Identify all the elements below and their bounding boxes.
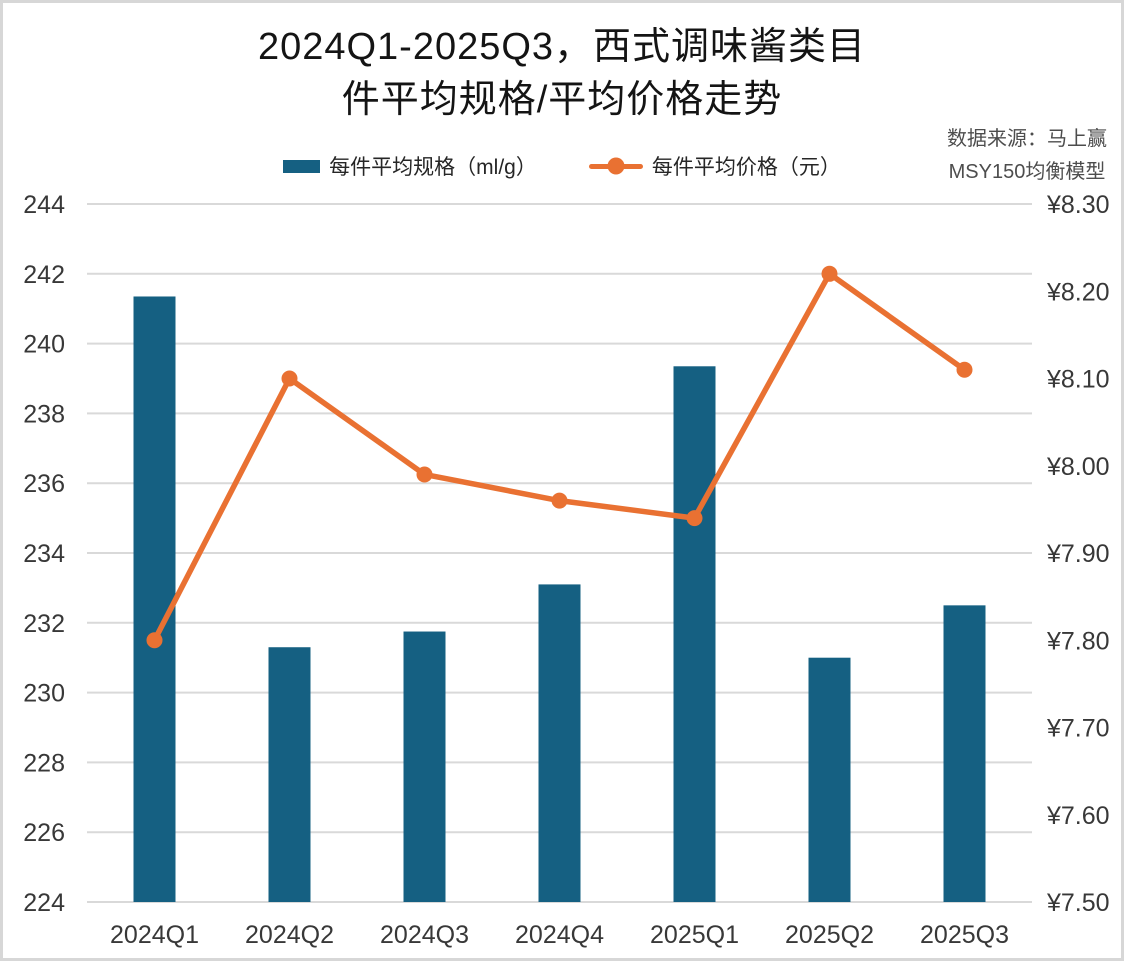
x-axis-tick-label: 2025Q2 (785, 921, 874, 949)
line-series-swatch-icon (588, 157, 643, 175)
left-axis-tick-label: 224 (23, 889, 65, 917)
left-axis-tick-label: 230 (23, 680, 65, 708)
right-axis-tick-label: ¥7.70 (1046, 715, 1110, 743)
spec-bar (673, 366, 716, 902)
left-axis-tick-label: 236 (23, 470, 65, 498)
spec-bar (808, 657, 851, 902)
price-marker (416, 466, 433, 483)
price-marker (146, 632, 163, 649)
price-marker (281, 370, 298, 387)
legend-item-price: 每件平均价格（元） (588, 151, 841, 181)
right-axis-tick-label: ¥7.60 (1046, 802, 1110, 830)
legend-label-spec: 每件平均规格（ml/g） (329, 156, 537, 179)
right-axis-tick-label: ¥7.80 (1046, 627, 1110, 655)
data-source-note: 数据来源：马上赢 MSY150均衡模型 (947, 123, 1107, 189)
legend: 每件平均规格（ml/g） 每件平均价格（元） (3, 151, 1121, 181)
line-series-dot-icon (607, 157, 625, 175)
left-axis-tick-label: 232 (23, 610, 65, 638)
x-axis-tick-label: 2025Q3 (920, 921, 1009, 949)
chart-title-line1: 2024Q1-2025Q3，西式调味酱类目 (257, 26, 867, 68)
x-axis-tick-label: 2024Q1 (110, 921, 199, 949)
spec-bar (133, 296, 176, 902)
x-axis-tick-label: 2024Q4 (515, 921, 604, 949)
x-axis-tick-label: 2024Q2 (245, 921, 334, 949)
left-axis-tick-label: 226 (23, 819, 65, 847)
left-axis-tick-label: 244 (23, 191, 65, 219)
right-axis-tick-label: ¥8.10 (1046, 366, 1110, 394)
price-marker (686, 510, 703, 527)
x-axis-tick-label: 2024Q3 (380, 921, 469, 949)
spec-bar (268, 647, 311, 902)
right-axis-tick-label: ¥8.00 (1046, 453, 1110, 481)
left-axis-tick-label: 234 (23, 540, 65, 568)
bar-series-swatch-icon (283, 159, 321, 173)
legend-label-price: 每件平均价格（元） (651, 156, 841, 179)
right-axis-tick-label: ¥7.90 (1046, 540, 1110, 568)
chart-title: 2024Q1-2025Q3，西式调味酱类目 件平均规格/平均价格走势 (3, 21, 1121, 127)
right-axis-tick-label: ¥8.20 (1046, 278, 1110, 306)
price-marker (551, 492, 568, 509)
price-marker (821, 265, 838, 282)
price-line (151, 271, 968, 643)
legend-item-spec: 每件平均规格（ml/g） (283, 151, 537, 181)
right-axis-tick-label: ¥7.50 (1046, 889, 1110, 917)
data-source-line2: MSY150均衡模型 (948, 161, 1106, 183)
price-marker (956, 361, 973, 378)
spec-bar (403, 631, 446, 902)
left-axis-tick-label: 242 (23, 261, 65, 289)
data-source-line1: 数据来源：马上赢 (947, 128, 1107, 150)
spec-bar (538, 584, 581, 902)
right-axis-tick-label: ¥8.30 (1046, 191, 1110, 219)
left-axis-tick-label: 228 (23, 749, 65, 777)
x-axis-tick-label: 2025Q1 (650, 921, 739, 949)
left-axis-tick-label: 238 (23, 400, 65, 428)
chart-title-line2: 件平均规格/平均价格走势 (341, 79, 783, 121)
spec-bar (943, 605, 986, 902)
left-axis-tick-label: 240 (23, 331, 65, 359)
